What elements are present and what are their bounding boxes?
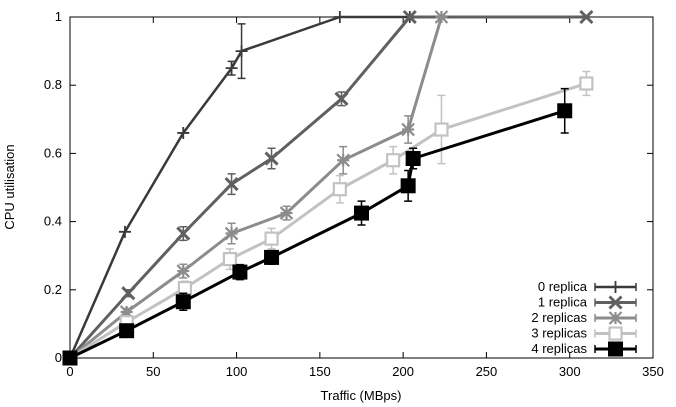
data-point (608, 311, 623, 325)
legend-item: 0 replica (538, 279, 637, 294)
data-point (177, 280, 193, 296)
data-point (62, 350, 78, 366)
data-point (402, 9, 417, 25)
legend-label: 0 replica (538, 279, 588, 294)
x-tick-label: 50 (146, 364, 160, 379)
legend-errorbar (594, 329, 637, 338)
data-point (333, 11, 346, 23)
legend-label: 4 replicas (531, 341, 587, 356)
data-point (264, 231, 279, 246)
series (62, 87, 573, 366)
y-tick-label: 0.4 (44, 214, 62, 229)
data-point (557, 103, 573, 119)
data-point (434, 122, 449, 137)
data-point (176, 264, 191, 278)
data-point (224, 226, 239, 241)
legend-errorbar (594, 314, 637, 322)
data-point (232, 264, 248, 280)
legend-label: 1 replica (538, 295, 588, 310)
data-point (264, 249, 280, 265)
legend-label: 2 replicas (531, 310, 587, 325)
y-tick-label: 0.2 (44, 282, 62, 297)
y-tick-label: 0 (55, 350, 62, 365)
data-point (608, 341, 623, 357)
legend-item: 2 replicas (531, 310, 637, 325)
data-point (235, 45, 248, 58)
data-point (609, 281, 622, 293)
data-point (176, 226, 191, 241)
data-point (119, 323, 135, 339)
data-point (224, 177, 239, 192)
series-line (69, 109, 566, 360)
y-tick-label: 1 (55, 9, 62, 24)
y-tick-label: 0.6 (44, 145, 62, 160)
data-point (579, 9, 594, 25)
data-point (119, 305, 134, 319)
data-point (222, 252, 238, 267)
data-point (386, 153, 401, 168)
legend-errorbar (594, 345, 637, 353)
data-point (401, 122, 415, 137)
data-point (279, 206, 294, 220)
data-point (332, 182, 347, 197)
series-line (68, 15, 587, 360)
legend-item: 4 replicas (531, 341, 637, 357)
x-tick-label: 300 (559, 364, 581, 379)
x-axis-title: Traffic (MBps) (321, 388, 402, 403)
legend-item: 1 replica (538, 295, 637, 310)
axis-ticks: 0 50 100 150 200 250 300 350 0 0.2 0.4 0.6 0.8 1 (44, 9, 664, 379)
data-point (354, 205, 369, 221)
x-tick-label: 100 (226, 364, 248, 379)
series-line (69, 82, 587, 360)
legend-errorbar (594, 283, 637, 291)
series (64, 11, 416, 364)
series (62, 9, 594, 366)
series (62, 70, 594, 366)
data-point (400, 178, 416, 194)
data-point (177, 126, 190, 139)
series (63, 10, 449, 365)
data-point (264, 151, 279, 166)
data-point (608, 295, 623, 310)
data-point (608, 326, 623, 341)
data-point (225, 62, 238, 75)
data-point (175, 294, 191, 310)
x-tick-label: 0 (66, 364, 73, 379)
data-point (334, 91, 349, 106)
series-layer (62, 9, 594, 366)
data-point (434, 10, 449, 24)
data-point (121, 286, 136, 301)
x-tick-label: 350 (642, 364, 664, 379)
legend-label: 3 replicas (531, 326, 587, 341)
legend-errorbar (594, 298, 637, 307)
x-tick-label: 150 (309, 364, 331, 379)
series-line (69, 16, 443, 360)
legend-item: 3 replicas (531, 326, 637, 341)
data-point (118, 225, 131, 238)
y-tick-label: 0.8 (44, 77, 62, 92)
data-point (405, 151, 421, 167)
x-tick-label: 250 (476, 364, 498, 379)
y-axis-title: CPU utilisation (2, 144, 17, 229)
data-point (579, 76, 594, 91)
data-point (336, 153, 350, 167)
x-tick-label: 200 (392, 364, 414, 379)
